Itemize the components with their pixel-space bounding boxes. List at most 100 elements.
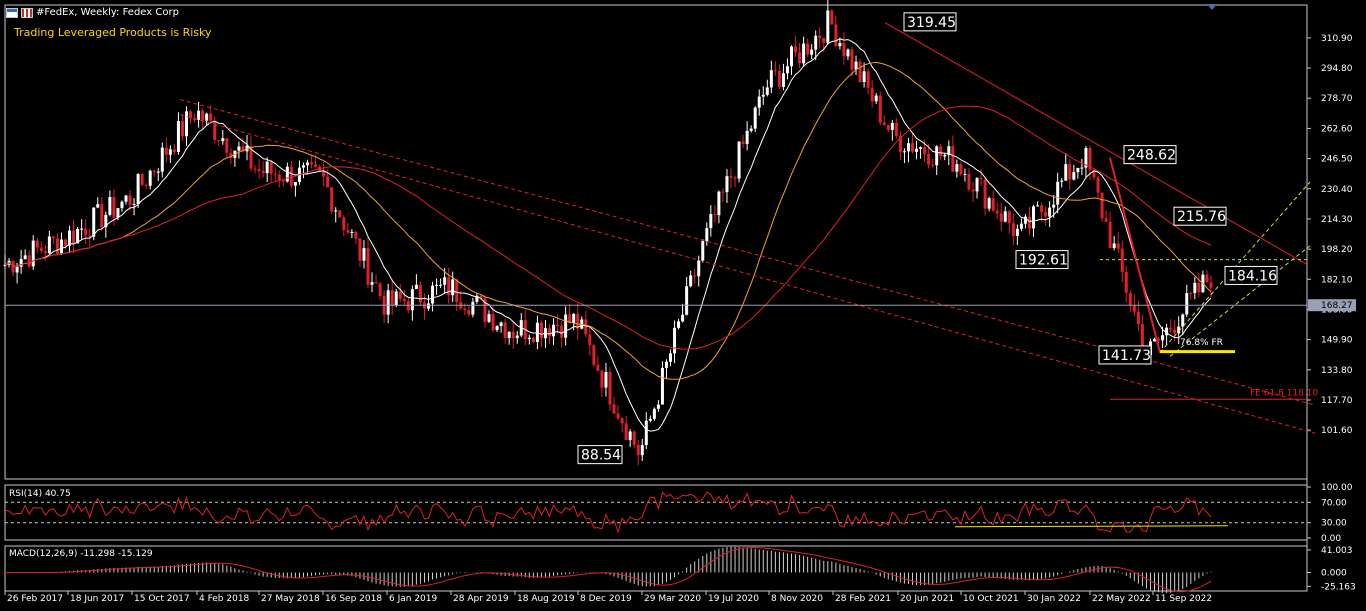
- candle-body: [350, 231, 354, 233]
- candle-body: [894, 122, 898, 137]
- candle-body: [1003, 211, 1007, 222]
- candle-body: [669, 353, 672, 362]
- macd-signal-line: [5, 547, 1212, 593]
- candle-body: [1032, 206, 1035, 229]
- candle-body: [136, 174, 140, 205]
- candle-body: [160, 147, 164, 172]
- rsi-title: RSI(14) 40.75: [9, 489, 71, 499]
- candle-body: [68, 230, 72, 246]
- candle-body: [257, 169, 261, 171]
- candle-body: [338, 210, 342, 218]
- candle-body: [467, 310, 471, 315]
- candle-body: [979, 178, 983, 180]
- candle-body: [971, 189, 975, 192]
- candle-body: [1088, 148, 1092, 170]
- x-tick-label: 20 Jun 2021: [900, 594, 954, 604]
- candle-body: [798, 52, 802, 64]
- candle-body: [1052, 204, 1056, 208]
- candle-body: [999, 213, 1003, 222]
- candle-body: [366, 248, 370, 285]
- candle-body: [209, 113, 213, 121]
- y-tick-label: 246.50: [1321, 155, 1353, 165]
- candle-body: [765, 87, 769, 95]
- y-tick-label: 230.40: [1321, 185, 1353, 195]
- candle-body: [967, 173, 971, 190]
- candle-body: [745, 130, 749, 144]
- ma-mid-line: [4, 61, 1212, 380]
- candle-body: [584, 319, 588, 335]
- candle-body: [527, 337, 531, 340]
- candle-body: [604, 371, 608, 388]
- candle-body: [822, 37, 826, 43]
- candle-body: [1181, 314, 1185, 327]
- candle-body: [753, 107, 757, 129]
- symbol-window-icon[interactable]: [6, 7, 18, 18]
- candle-body: [874, 95, 878, 102]
- candle-body: [689, 275, 693, 287]
- candle-body: [237, 146, 241, 151]
- candle-body: [406, 301, 410, 311]
- candle-body: [697, 260, 701, 277]
- candle-body: [475, 295, 479, 302]
- rsi-tick-label: 70.00: [1321, 498, 1347, 508]
- candle-body: [277, 174, 281, 181]
- candle-body: [241, 146, 245, 152]
- x-tick-label: 10 Oct 2021: [963, 594, 1019, 604]
- candle-body: [878, 95, 882, 123]
- candle-body: [648, 418, 652, 421]
- candle-body: [92, 207, 96, 237]
- candle-body: [632, 431, 636, 445]
- candle-body: [39, 247, 43, 252]
- candle-body: [104, 214, 108, 228]
- x-tick-label: 4 Feb 2018: [199, 594, 250, 604]
- candle-body: [927, 154, 931, 165]
- candle-body: [830, 10, 834, 25]
- shift-marker-icon[interactable]: [1207, 4, 1217, 10]
- current-price-tag: [1308, 299, 1356, 312]
- rsi-support-line: [954, 525, 1229, 528]
- candle-body: [939, 146, 943, 157]
- candle-body: [951, 146, 955, 172]
- price-label: 88.54: [581, 448, 621, 464]
- macd-tick-label: 41.003: [1321, 546, 1353, 556]
- up-channel-lower: [1169, 245, 1311, 357]
- x-tick-label: 27 May 2018: [261, 594, 320, 604]
- candle-body: [1048, 207, 1052, 217]
- candle-body: [781, 73, 785, 87]
- candle-body: [1100, 192, 1104, 219]
- candle-body: [11, 260, 15, 273]
- candle-body: [1169, 327, 1173, 330]
- candle-body: [451, 279, 455, 296]
- candle-body: [721, 191, 725, 193]
- candle-body: [1124, 271, 1128, 293]
- candle-body: [600, 370, 604, 388]
- candle-body: [709, 214, 713, 229]
- candle-body: [394, 291, 398, 306]
- candle-body: [330, 187, 334, 212]
- chart-type-icon[interactable]: [21, 7, 33, 18]
- candle-body: [293, 181, 297, 186]
- x-tick-label: 15 Oct 2017: [134, 594, 190, 604]
- candle-body: [64, 239, 67, 246]
- candle-body: [713, 214, 717, 216]
- candle-body: [616, 413, 620, 419]
- candle-body: [1044, 211, 1048, 217]
- candle-body: [1096, 177, 1100, 193]
- candle-body: [1161, 335, 1165, 341]
- price-label-box: [1015, 250, 1069, 270]
- candle-body: [882, 122, 886, 125]
- candle-body: [644, 420, 648, 446]
- candle-body: [479, 295, 483, 299]
- candle-body: [757, 96, 761, 108]
- candle-body: [975, 178, 979, 192]
- candle-body: [515, 335, 519, 339]
- candle-body: [576, 313, 580, 329]
- candle-body: [35, 240, 39, 248]
- candle-body: [1132, 305, 1136, 312]
- candle-body: [596, 364, 600, 371]
- candle-body: [693, 275, 697, 277]
- candle-body: [168, 149, 172, 155]
- candle-body: [455, 279, 459, 302]
- candle-body: [503, 322, 507, 338]
